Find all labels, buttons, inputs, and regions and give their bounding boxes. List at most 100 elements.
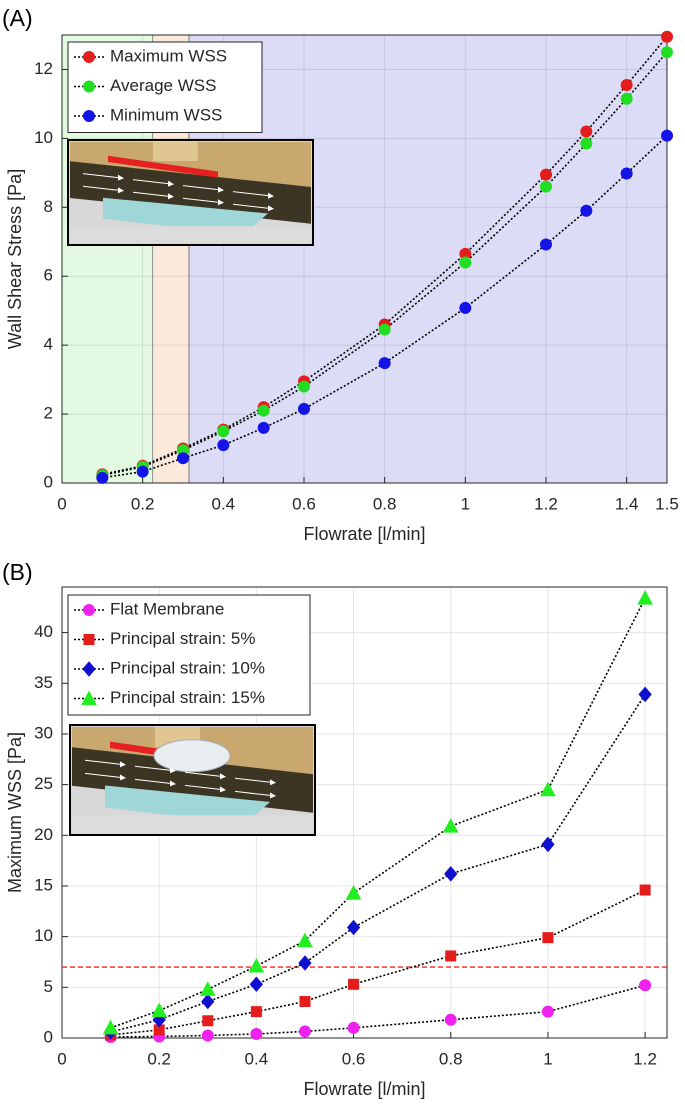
marker [620, 92, 633, 105]
marker [250, 1027, 263, 1040]
legend-marker [83, 634, 95, 645]
y-tick-label: 6 [44, 266, 53, 285]
marker [620, 78, 633, 91]
substrate [105, 785, 270, 824]
x-tick-label: 1.5 [655, 494, 679, 513]
bulge [153, 739, 231, 773]
flow-arrow [232, 191, 269, 197]
x-axis-label: Flowrate [l/min] [303, 1079, 425, 1099]
arrow-head [118, 187, 124, 194]
flow-arrow [234, 790, 271, 796]
y-tick-label: 35 [34, 673, 53, 692]
marker [298, 380, 310, 393]
flow-arrow [184, 771, 221, 777]
marker [541, 836, 555, 853]
legend-label: Maximum WSS [110, 46, 227, 65]
axes-box [61, 586, 668, 1039]
marker [217, 425, 230, 438]
marker [639, 979, 652, 992]
x-tick-label: 0.8 [373, 494, 397, 513]
marker [540, 180, 552, 193]
flow-arrow [234, 777, 271, 783]
y-tick-label: 10 [34, 926, 53, 945]
y-tick-label: 30 [34, 723, 53, 742]
legend-box [67, 41, 263, 133]
legend-marker [83, 80, 95, 93]
marker [346, 919, 361, 936]
flow-arrow [132, 191, 169, 197]
flow-arrow [134, 765, 171, 771]
marker [257, 421, 270, 434]
series-line [102, 51, 668, 477]
arrow-head [170, 780, 176, 787]
channel [70, 161, 311, 224]
arrow-head [168, 193, 174, 200]
marker [540, 238, 552, 251]
membrane [108, 155, 218, 178]
legend-label: Flat Membrane [110, 599, 224, 618]
marker [102, 1019, 119, 1035]
floor [70, 226, 311, 243]
marker [580, 125, 593, 138]
x-tick-label: 1.4 [615, 494, 639, 513]
marker [542, 932, 554, 944]
series-line [110, 693, 646, 1033]
arrow-head [220, 773, 226, 780]
y-tick-label: 40 [34, 622, 53, 641]
marker [541, 1005, 554, 1018]
x-tick-label: 1.2 [534, 494, 558, 513]
arrow-head [218, 199, 224, 206]
x-tick-label: 0.2 [131, 494, 155, 513]
marker [444, 866, 458, 882]
marker [298, 955, 312, 971]
inset-frame [67, 139, 314, 246]
flow-arrow [132, 179, 169, 185]
series-line [110, 984, 646, 1038]
marker [136, 465, 149, 478]
arrow-head [168, 180, 174, 187]
x-tick-label: 0 [57, 1049, 66, 1068]
x-tick-label: 0.8 [439, 1049, 463, 1068]
legend-marker [81, 690, 97, 705]
series-line [102, 135, 668, 479]
flow-arrow [182, 197, 219, 203]
marker [459, 301, 472, 314]
marker [199, 981, 216, 996]
y-tick-label: 12 [34, 59, 53, 78]
arrow-head [270, 792, 276, 799]
marker [201, 1029, 214, 1042]
x-tick-label: 0.4 [245, 1049, 269, 1068]
arrow-head [120, 761, 126, 768]
marker [580, 137, 593, 150]
x-tick-label: 0.6 [342, 1049, 366, 1068]
arrow-head [170, 767, 176, 774]
y-tick-label: 10 [34, 128, 53, 147]
legend-label: Average WSS [110, 76, 216, 95]
panel-label: (B) [2, 559, 33, 585]
inset-image [67, 139, 314, 246]
marker [637, 590, 653, 605]
series-line [102, 36, 668, 476]
marker [298, 402, 310, 415]
marker [442, 818, 459, 833]
arrow-head [220, 786, 226, 793]
marker [638, 686, 652, 703]
legend-label: Principal strain: 10% [110, 658, 265, 677]
flow-arrow [82, 173, 119, 179]
flow-arrow [182, 185, 219, 191]
marker [297, 932, 313, 948]
arrow-head [268, 205, 274, 212]
marker [249, 976, 264, 993]
panel-label: (A) [2, 5, 33, 31]
marker [348, 978, 360, 990]
marker [298, 1025, 311, 1038]
x-tick-label: 1.2 [633, 1049, 657, 1068]
floor [72, 815, 313, 833]
marker [378, 323, 391, 336]
marker [347, 1021, 360, 1034]
legend-label: Principal strain: 5% [110, 629, 256, 648]
legend-label: Principal strain: 15% [110, 688, 265, 707]
marker [202, 1015, 214, 1027]
axes-box [61, 34, 668, 484]
